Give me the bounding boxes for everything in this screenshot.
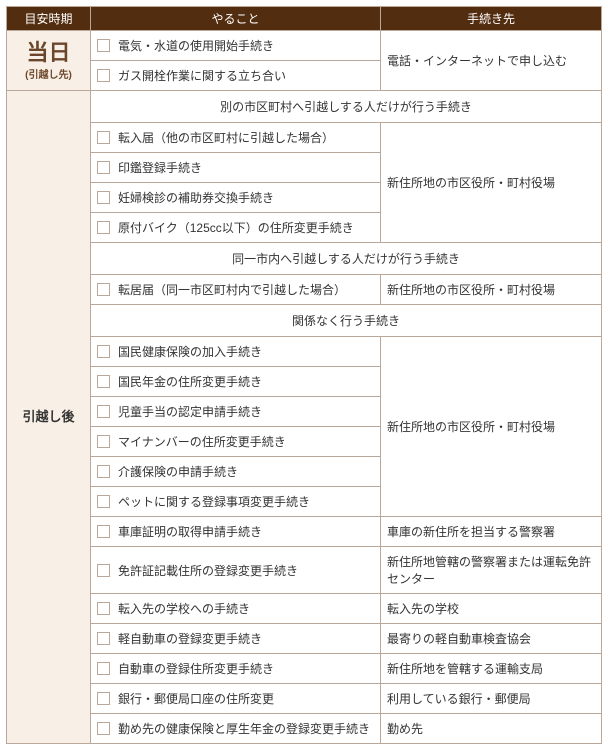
header-contact: 手続き先 (381, 7, 602, 31)
contact-cell: 車庫の新住所を担当する警察署 (381, 517, 602, 547)
task-cell: 児童手当の認定申請手続き (91, 397, 381, 427)
task-text: ガス開栓作業に関する立ち合い (118, 67, 286, 84)
task-text: 介護保険の申請手続き (118, 463, 238, 480)
task-cell: 電気・水道の使用開始手続き (91, 31, 381, 61)
checkbox[interactable] (97, 405, 110, 418)
task-text: 原付バイク（125cc以下）の住所変更手続き (118, 219, 354, 236)
checkbox[interactable] (97, 465, 110, 478)
task-cell: 原付バイク（125cc以下）の住所変更手続き (91, 213, 381, 243)
contact-cell: 利用している銀行・郵便局 (381, 684, 602, 714)
header-row: 目安時期 やること 手続き先 (7, 7, 602, 31)
timing-day: 当日 (引越し先) (7, 31, 91, 91)
contact-cell: 転入先の学校 (381, 594, 602, 624)
checkbox[interactable] (97, 375, 110, 388)
checkbox[interactable] (97, 69, 110, 82)
checkbox[interactable] (97, 495, 110, 508)
timing-after-text: 引越し後 (22, 409, 74, 424)
contact-cell: 最寄りの軽自動車検査協会 (381, 624, 602, 654)
timing-day-big: 当日 (13, 38, 84, 69)
task-cell: 転入先の学校への手続き (91, 594, 381, 624)
checkbox[interactable] (97, 131, 110, 144)
contact-cell: 新住所地の市区役所・町村役場 (381, 275, 602, 305)
task-text: 印鑑登録手続き (118, 159, 202, 176)
task-text: 国民健康保険の加入手続き (118, 343, 262, 360)
task-text: 転入先の学校への手続き (118, 600, 250, 617)
task-text: 児童手当の認定申請手続き (118, 403, 262, 420)
timing-after: 引越し後 (7, 91, 91, 744)
task-text: 国民年金の住所変更手続き (118, 373, 262, 390)
checkbox[interactable] (97, 283, 110, 296)
section-different: 別の市区町村へ引越しする人だけが行う手続き (91, 91, 602, 123)
task-text: 車庫証明の取得申請手続き (118, 523, 262, 540)
task-text: 電気・水道の使用開始手続き (118, 37, 274, 54)
checkbox[interactable] (97, 692, 110, 705)
checkbox[interactable] (97, 602, 110, 615)
checkbox[interactable] (97, 345, 110, 358)
task-cell: 印鑑登録手続き (91, 153, 381, 183)
checkbox[interactable] (97, 161, 110, 174)
task-cell: 妊婦検診の補助券交換手続き (91, 183, 381, 213)
task-cell: 軽自動車の登録変更手続き (91, 624, 381, 654)
section-same: 同一市内へ引越しする人だけが行う手続き (91, 243, 602, 275)
contact-cell: 電話・インターネットで申し込む (381, 31, 602, 91)
contact-cell: 新住所地を管轄する運輸支局 (381, 654, 602, 684)
header-task: やること (91, 7, 381, 31)
checkbox[interactable] (97, 632, 110, 645)
task-text: 転居届（同一市区町村内で引越した場合） (118, 281, 346, 298)
task-text: 勤め先の健康保険と厚生年金の登録変更手続き (118, 720, 370, 737)
task-text: 軽自動車の登録変更手続き (118, 630, 262, 647)
task-cell: 勤め先の健康保険と厚生年金の登録変更手続き (91, 714, 381, 744)
task-cell: ペットに関する登録事項変更手続き (91, 487, 381, 517)
task-cell: ガス開栓作業に関する立ち合い (91, 61, 381, 91)
checkbox[interactable] (97, 221, 110, 234)
task-cell: 自動車の登録住所変更手続き (91, 654, 381, 684)
checkbox[interactable] (97, 39, 110, 52)
task-cell: 免許証記載住所の登録変更手続き (91, 547, 381, 594)
contact-cell: 新住所地の市区役所・町村役場 (381, 337, 602, 517)
task-cell: 車庫証明の取得申請手続き (91, 517, 381, 547)
task-cell: マイナンバーの住所変更手続き (91, 427, 381, 457)
checkbox[interactable] (97, 722, 110, 735)
task-text: 自動車の登録住所変更手続き (118, 660, 274, 677)
task-cell: 国民年金の住所変更手続き (91, 367, 381, 397)
checkbox[interactable] (97, 525, 110, 538)
contact-cell: 新住所地管轄の警察署または運転免許センター (381, 547, 602, 594)
task-cell: 国民健康保険の加入手続き (91, 337, 381, 367)
contact-cell: 勤め先 (381, 714, 602, 744)
section-always: 関係なく行う手続き (91, 305, 602, 337)
task-cell: 介護保険の申請手続き (91, 457, 381, 487)
task-cell: 銀行・郵便局口座の住所変更 (91, 684, 381, 714)
timing-day-small: (引越し先) (13, 69, 84, 83)
task-text: マイナンバーの住所変更手続き (118, 433, 286, 450)
task-text: 妊婦検診の補助券交換手続き (118, 189, 274, 206)
task-cell: 転入届（他の市区町村に引越した場合） (91, 123, 381, 153)
contact-cell: 新住所地の市区役所・町村役場 (381, 123, 602, 243)
checkbox[interactable] (97, 662, 110, 675)
moving-checklist-table: 目安時期 やること 手続き先 当日 (引越し先) 電気・水道の使用開始手続き 電… (6, 6, 602, 744)
checkbox[interactable] (97, 191, 110, 204)
task-text: 銀行・郵便局口座の住所変更 (118, 690, 274, 707)
task-text: 免許証記載住所の登録変更手続き (118, 562, 298, 579)
task-cell: 転居届（同一市区町村内で引越した場合） (91, 275, 381, 305)
header-timing: 目安時期 (7, 7, 91, 31)
checkbox[interactable] (97, 435, 110, 448)
task-text: 転入届（他の市区町村に引越した場合） (118, 129, 334, 146)
checkbox[interactable] (97, 564, 110, 577)
task-text: ペットに関する登録事項変更手続き (118, 493, 310, 510)
